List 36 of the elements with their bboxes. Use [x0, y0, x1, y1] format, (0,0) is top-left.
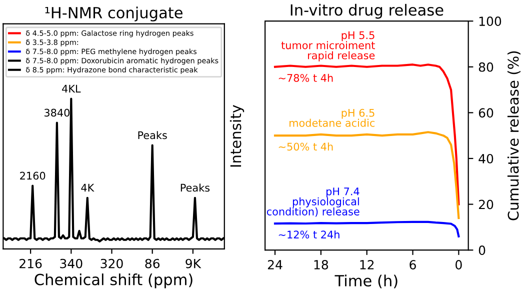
- annotation: ~12% t 24h: [278, 230, 340, 239]
- annotation: ~50% t 4h: [278, 142, 333, 151]
- y-tick-label: 100: [479, 16, 502, 26]
- x-tick-label: 12: [360, 260, 374, 270]
- x-tick-label: 9K: [186, 258, 202, 268]
- x-axis-title: Time (h): [334, 274, 398, 288]
- annotation: pH 5.5 tumor microiment rapid release: [281, 31, 375, 62]
- x-tick-label: 18: [314, 260, 328, 270]
- y-tick-label: 60: [478, 108, 494, 118]
- x-tick-label: 24: [268, 260, 282, 270]
- annotation: 4KL: [62, 84, 81, 92]
- x-tick-label: 6: [410, 260, 416, 270]
- line-series: [274, 220, 460, 238]
- y-axis-title: Cumulative release (%): [507, 51, 520, 220]
- chart-title: In-vitro drug release: [290, 4, 444, 19]
- x-tick-label: 216: [20, 258, 42, 268]
- x-tick-label: 320: [100, 258, 123, 268]
- annotation: pH 6.5 modetane acidic: [290, 108, 375, 127]
- annotation: Peaks: [180, 184, 210, 192]
- annotation: pH 7.4 physiological condition) release: [266, 188, 360, 217]
- x-tick-label: 0: [456, 260, 462, 270]
- annotation: 3840: [44, 108, 70, 117]
- annotation: 4K: [81, 184, 94, 192]
- y-tick-label: 20: [478, 200, 494, 210]
- y-tick-label: 80: [478, 62, 494, 72]
- annotation: 2160: [20, 172, 46, 180]
- x-tick-label: 340: [60, 258, 82, 268]
- x-tick-label: 86: [145, 258, 160, 268]
- annotation: ~78% t 4h: [278, 74, 333, 82]
- chart-title: ¹H-NMR conjugate: [45, 6, 182, 22]
- y-tick-label: 40: [478, 154, 494, 164]
- line-series: [274, 64, 460, 206]
- annotation: Peaks: [138, 131, 167, 140]
- y-tick-label: 0: [478, 246, 486, 255]
- y-axis-title: Intensity: [230, 105, 244, 167]
- x-axis-title: Chemical shift (ppm): [34, 273, 192, 288]
